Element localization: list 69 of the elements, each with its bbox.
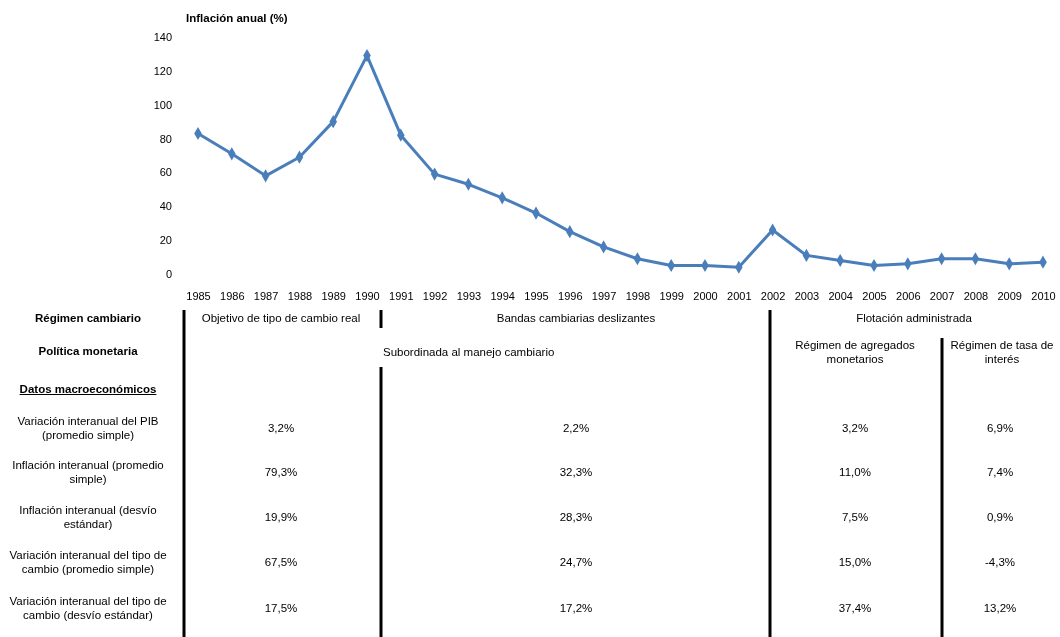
x-tick-label: 2001: [727, 289, 752, 302]
text: Bandas cambiarias deslizantes: [495, 311, 657, 325]
x-tick-label: 1990: [355, 289, 380, 302]
y-tick-label: 20: [159, 234, 172, 247]
text: Política monetaria: [37, 344, 139, 358]
text: 15,0%: [837, 555, 873, 569]
x-tick-label: 1993: [456, 289, 482, 302]
text: 17,2%: [558, 601, 594, 615]
x-tick-label: 2000: [693, 289, 718, 302]
text: 13,2%: [982, 601, 1018, 615]
y-tick-label: 120: [153, 64, 172, 77]
x-tick-label: 1999: [659, 289, 684, 302]
x-tick-label: 1988: [287, 289, 313, 302]
y-tick-label: 40: [159, 200, 172, 213]
x-tick-label: 1997: [591, 289, 617, 302]
x-tick-label: 2002: [760, 289, 786, 302]
text: 28,3%: [558, 510, 594, 524]
x-tick-label: 2003: [794, 289, 820, 302]
x-tick-label: 1989: [321, 289, 346, 302]
text: Subordinada al manejo cambiario: [383, 345, 556, 359]
text: Flotación administrada: [855, 311, 973, 325]
text: 79,3%: [263, 465, 299, 479]
text: 11,0%: [838, 465, 872, 479]
x-tick-label: 1987: [253, 289, 279, 302]
text: 19,9%: [263, 510, 299, 524]
text: Régimen cambiario: [33, 311, 143, 325]
text: 7,4%: [985, 465, 1015, 479]
x-tick-label: 1998: [625, 289, 651, 302]
x-tick-label: 1994: [490, 289, 515, 302]
text: Régimen de agregados monetarios: [794, 338, 916, 366]
y-tick-label: 60: [159, 166, 172, 179]
y-axis-title: Inflación anual (%): [186, 12, 288, 24]
text: Variación interanual del tipo de cambio (desvío estándar): [8, 594, 168, 622]
text: 6,9%: [985, 421, 1015, 435]
x-tick-label: 2005: [862, 289, 887, 302]
y-tick-label: 140: [153, 31, 172, 44]
text: 7,5%: [840, 510, 870, 524]
x-tick-label: 1996: [558, 289, 583, 302]
x-tick-label: 1992: [422, 289, 448, 302]
text: 0,9%: [985, 510, 1015, 524]
text: 17,5%: [263, 601, 299, 615]
x-tick-label: 1986: [220, 289, 245, 302]
x-tick-label: 2009: [997, 289, 1022, 302]
y-tick-label: 0: [165, 268, 172, 281]
text: Variación interanual del PIB (promedio simple): [16, 414, 160, 442]
x-tick-label: 1995: [524, 289, 549, 302]
text: 32,3%: [558, 465, 594, 479]
x-tick-label: 2010: [1031, 289, 1056, 302]
text: 67,5%: [263, 555, 299, 569]
text: Régimen de tasa de interés: [949, 338, 1055, 366]
x-tick-label: 2006: [896, 289, 921, 302]
text: 3,2%: [840, 421, 870, 435]
text: Variación interanual del tipo de cambio (promedio simple): [8, 548, 168, 576]
text: -4,3%: [983, 555, 1016, 569]
x-tick-label: 2007: [929, 289, 955, 302]
x-tick-label: 2008: [963, 289, 989, 302]
text: 37,4%: [837, 601, 873, 615]
y-tick-label: 80: [159, 132, 172, 145]
text: 24,7%: [558, 555, 594, 569]
x-tick-label: 2004: [828, 289, 853, 302]
y-tick-label: 100: [153, 98, 172, 111]
text: 3,2%: [266, 421, 296, 435]
text: 2,2%: [561, 421, 591, 435]
x-tick-label: 1991: [389, 289, 414, 302]
text: Inflación interanual (desvío estándar): [18, 503, 158, 531]
text: Datos macroeconómicos: [18, 382, 158, 396]
text: Objetivo de tipo de cambio real: [200, 311, 362, 325]
x-tick-label: 1985: [186, 289, 211, 302]
text: Inflación interanual (promedio simple): [11, 458, 165, 486]
